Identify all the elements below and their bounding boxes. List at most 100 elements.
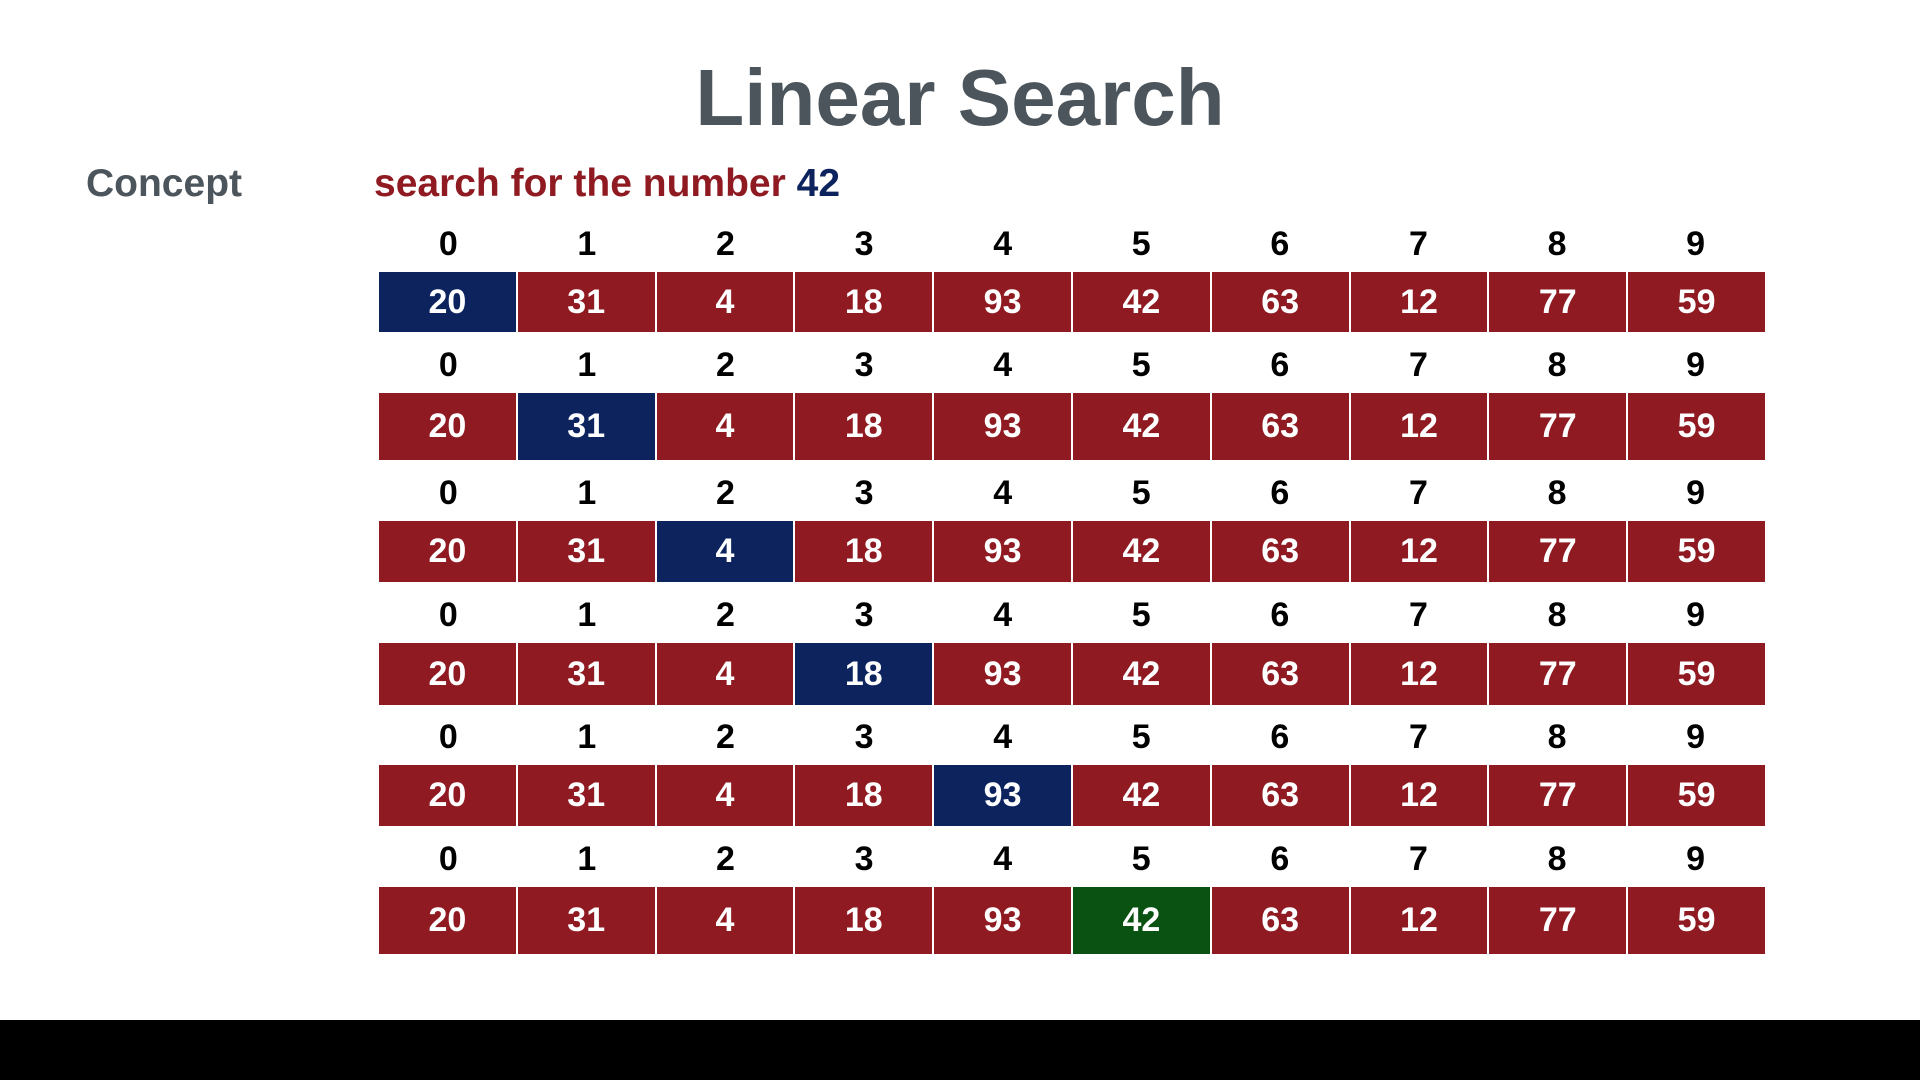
- array-cell: 12: [1350, 887, 1490, 954]
- array-index: 9: [1686, 718, 1706, 756]
- search-description: search for the number 42: [374, 160, 840, 208]
- array-cell: 4: [656, 765, 796, 826]
- value-row: 20 31 4 18 93 42 63 12 77 59: [379, 272, 1765, 332]
- array-cell: 31: [517, 643, 657, 705]
- array-index: 4: [993, 474, 1013, 512]
- array-cell: 4: [656, 272, 796, 332]
- array-index: 5: [1131, 225, 1151, 263]
- array-cell: 18: [795, 887, 935, 954]
- current-array-cell: 18: [795, 643, 935, 705]
- array-cell: 4: [656, 643, 796, 705]
- array-index: 3: [854, 225, 874, 263]
- array-index: 2: [716, 225, 735, 263]
- array-cell: 31: [517, 887, 657, 954]
- array-cell: 93: [934, 521, 1073, 582]
- array-index: 8: [1547, 840, 1567, 878]
- array-index: 7: [1408, 718, 1428, 756]
- array-index: 9: [1686, 840, 1706, 878]
- array-cell: 59: [1628, 643, 1765, 705]
- array-cell: 18: [795, 393, 935, 460]
- current-array-cell: 31: [517, 393, 657, 460]
- array-index: 3: [854, 718, 874, 756]
- array-index: 2: [716, 474, 735, 512]
- array-cell: 63: [1211, 521, 1351, 582]
- array-cell: 31: [517, 765, 657, 826]
- array-cell: 77: [1489, 272, 1629, 332]
- search-step-3: 0 1 2 3 4 5 6 7 8 9 20 31 4 18 93 42 63 12 77 59: [379, 465, 1765, 582]
- array-index: 8: [1547, 596, 1567, 634]
- array-index: 7: [1408, 840, 1428, 878]
- array-index: 6: [1270, 596, 1290, 634]
- array-cell: 77: [1489, 393, 1629, 460]
- array-cell: 31: [517, 272, 657, 332]
- index-row: 0 1 2 3 4 5 6 7 8 9: [379, 831, 1765, 887]
- array-cell: 93: [934, 643, 1073, 705]
- array-cell: 93: [934, 887, 1073, 954]
- array-index: 3: [854, 840, 874, 878]
- array-cell: 63: [1211, 393, 1351, 460]
- array-index: 0: [438, 596, 458, 634]
- array-cell: 42: [1072, 643, 1212, 705]
- array-cell: 77: [1489, 887, 1629, 954]
- array-index: 1: [577, 474, 597, 512]
- array-index: 5: [1131, 718, 1151, 756]
- search-description-text: search for the number: [374, 162, 786, 205]
- array-cell: 59: [1628, 393, 1765, 460]
- search-target-value: 42: [796, 162, 841, 205]
- array-cell: 20: [379, 521, 518, 582]
- array-index: 4: [993, 718, 1013, 756]
- array-index: 1: [577, 225, 597, 263]
- array-cell: 12: [1350, 393, 1490, 460]
- array-index: 8: [1547, 718, 1567, 756]
- array-index: 0: [438, 225, 458, 263]
- array-cell: 63: [1211, 765, 1351, 826]
- array-index: 7: [1408, 346, 1428, 384]
- search-step-6: 0 1 2 3 4 5 6 7 8 9 20 31 4 18 93 42 63 12 77 59: [379, 831, 1765, 954]
- array-index: 2: [716, 718, 735, 756]
- slide: Linear Search Concept search for the num…: [86, 53, 1765, 954]
- array-cell: 20: [379, 765, 518, 826]
- array-index: 6: [1270, 718, 1290, 756]
- array-cell: 77: [1489, 643, 1629, 705]
- array-cell: 59: [1628, 521, 1765, 582]
- index-row: 0 1 2 3 4 5 6 7 8 9: [379, 337, 1765, 393]
- array-cell: 12: [1350, 521, 1490, 582]
- array-index: 4: [993, 840, 1013, 878]
- array-cell: 77: [1489, 521, 1629, 582]
- array-cell: 4: [656, 393, 796, 460]
- array-cell: 59: [1628, 765, 1765, 826]
- array-index: 8: [1547, 225, 1567, 263]
- value-row: 20 31 4 18 93 42 63 12 77 59: [379, 393, 1765, 460]
- array-index: 4: [993, 596, 1013, 634]
- array-index: 6: [1270, 840, 1290, 878]
- array-index: 3: [854, 474, 874, 512]
- array-index: 5: [1131, 840, 1151, 878]
- array-index: 7: [1408, 474, 1428, 512]
- array-cell: 59: [1628, 272, 1765, 332]
- array-cell: 77: [1489, 765, 1629, 826]
- array-index: 4: [993, 346, 1013, 384]
- array-index: 0: [438, 840, 458, 878]
- array-index: 2: [716, 840, 735, 878]
- array-cell: 20: [379, 393, 518, 460]
- array-cell: 4: [656, 887, 796, 954]
- current-array-cell: 20: [379, 272, 518, 332]
- array-index: 0: [438, 474, 458, 512]
- array-cell: 20: [379, 643, 518, 705]
- array-index: 6: [1270, 225, 1290, 263]
- array-cell: 63: [1211, 272, 1351, 332]
- value-row: 20 31 4 18 93 42 63 12 77 59: [379, 643, 1765, 705]
- array-cell: 93: [934, 393, 1073, 460]
- index-row: 0 1 2 3 4 5 6 7 8 9: [379, 465, 1765, 521]
- array-cell: 42: [1072, 393, 1212, 460]
- array-index: 2: [716, 346, 735, 384]
- search-step-2: 0 1 2 3 4 5 6 7 8 9 20 31 4 18 93 42 63 12 77 59: [379, 337, 1765, 460]
- array-index: 5: [1131, 346, 1151, 384]
- array-index: 9: [1686, 596, 1706, 634]
- bottom-bar: [0, 1020, 1920, 1080]
- array-index: 6: [1270, 474, 1290, 512]
- array-cell: 42: [1072, 272, 1212, 332]
- array-index: 5: [1131, 474, 1151, 512]
- array-index: 8: [1547, 474, 1567, 512]
- array-index: 0: [438, 718, 458, 756]
